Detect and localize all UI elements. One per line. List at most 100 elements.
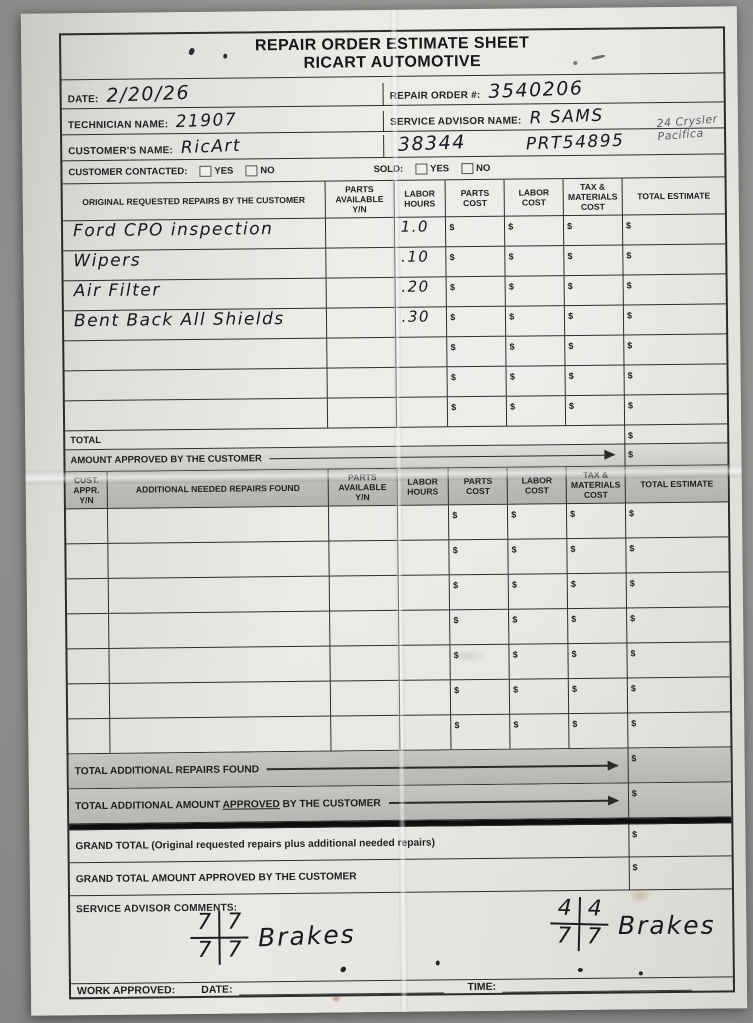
repair-handwritten-text: Bent Back All Shields: [73, 309, 285, 332]
cost-cell: $: [451, 714, 511, 750]
cost-cell: $: [567, 503, 627, 539]
sold-yes-checkbox: [415, 163, 428, 175]
header-parts-available-2: PARTS AVAILABLE Y/N: [328, 468, 398, 506]
labor-hours-cell: .10: [394, 247, 447, 277]
footer-time-label: TIME:: [467, 980, 497, 993]
dollar-sign: $: [508, 221, 514, 232]
parts-available-cell: [330, 715, 401, 751]
brake-measurement-cross: 7 7 7 7: [190, 910, 249, 966]
header-tax-materials-2: TAX & MATERIALS COST: [566, 466, 626, 504]
arrow-line: [269, 454, 615, 460]
dollar-sign: $: [568, 371, 574, 382]
stock-number-handwritten: 38344: [397, 131, 467, 156]
sold-no-checkbox: [461, 162, 474, 174]
cust-appr-cell: [66, 578, 110, 614]
cost-cell: $: [626, 502, 728, 537]
dollar-sign: $: [570, 508, 576, 520]
dollar-sign: $: [510, 401, 516, 412]
cost-cell: $: [627, 642, 729, 677]
cost-cell: $: [506, 336, 566, 366]
contacted-yes-label: YES: [214, 165, 234, 177]
header-labor-hours: LABOR HOURS: [394, 180, 447, 217]
header-total-estimate-2: TOTAL ESTIMATE: [640, 478, 714, 490]
dollar-sign: $: [449, 222, 455, 233]
service-advisor-comments-section: SERVICE ADVISOR COMMENTS: 7 7 7 7 Brakes…: [70, 889, 733, 985]
dollar-sign: $: [512, 649, 518, 660]
additional-repair-description-cell: [110, 716, 332, 753]
header-cust-appr: CUST. APPR. Y/N: [65, 471, 109, 509]
dollar-sign: $: [450, 312, 456, 323]
ink-speck: [339, 965, 348, 974]
dollar-sign: $: [629, 543, 635, 554]
brakes-word: Brakes: [617, 910, 716, 940]
dollar-sign: $: [567, 251, 573, 262]
dollar-sign: $: [626, 250, 632, 261]
labor-hours-cell: [399, 715, 452, 750]
total-additional-approved-label: TOTAL ADDITIONAL AMOUNT APPROVED BY THE …: [75, 797, 381, 812]
cost-cell: $: [447, 306, 507, 337]
header-original-repairs: ORIGINAL REQUESTED REPAIRS BY THE CUSTOM…: [62, 181, 326, 221]
cost-cell: $: [567, 573, 628, 609]
footer-date-label: DATE:: [201, 983, 233, 996]
form-title-line2: RICART AUTOMOTIVE: [303, 52, 482, 72]
ink-speck: [638, 971, 643, 976]
found-dollar-sign: $: [631, 753, 637, 764]
additional-repair-description-cell: [108, 541, 330, 578]
customer-label: CUSTOMER'S NAME:: [68, 145, 174, 158]
parts-available-cell: [329, 575, 399, 611]
parts-available-cell: [326, 247, 396, 278]
parts-available-cell: [327, 367, 397, 398]
dollar-sign: $: [630, 648, 636, 659]
contacted-yes-checkbox: [199, 165, 212, 177]
pencil-smudge: [591, 54, 606, 61]
sold-label: SOLD:: [373, 163, 404, 175]
cost-cell: $: [568, 643, 628, 679]
dollar-sign: $: [509, 371, 515, 382]
total-additional-approved-row: TOTAL ADDITIONAL AMOUNT APPROVED BY THE …: [68, 782, 732, 825]
labor-hours-cell: .20: [395, 277, 448, 307]
cost-cell: $: [628, 712, 730, 747]
date-label: DATE:: [67, 93, 99, 106]
labor-hours-handwritten: .10: [400, 247, 430, 266]
cost-cell: $: [627, 607, 729, 642]
repair-handwritten-text: Ford CPO inspection: [72, 219, 274, 242]
cost-cell: $: [506, 366, 566, 396]
repair-description-cell: [64, 338, 328, 371]
pen-mark: [223, 53, 228, 59]
sold-no-label: NO: [476, 162, 491, 174]
cost-cell: $: [623, 214, 725, 244]
pencil-vehicle-note: 24 Crysler Pacifica: [656, 112, 719, 143]
cost-cell: $: [509, 679, 570, 714]
cost-cell: $: [449, 504, 509, 540]
additional-repair-description-cell: [109, 646, 331, 683]
dollar-sign: $: [570, 543, 576, 555]
cost-cell: $: [628, 677, 730, 712]
date-signature-line: [238, 980, 444, 996]
arrow-line: [267, 764, 618, 771]
header-parts-cost-2: PARTS COST: [448, 467, 509, 505]
sold-yes-label: YES: [430, 162, 450, 174]
cost-cell: $: [623, 244, 725, 274]
contacted-no-label: NO: [260, 164, 275, 176]
dollar-sign: $: [512, 684, 519, 695]
contacted-no-checkbox: [245, 164, 258, 176]
dollar-sign: $: [571, 683, 578, 695]
parts-available-cell: [326, 307, 396, 338]
cust-appr-cell: [68, 718, 111, 754]
dollar-sign: $: [626, 310, 633, 321]
cost-cell: $: [505, 216, 565, 246]
dollar-sign: $: [568, 311, 574, 322]
dollar-sign: $: [451, 402, 457, 413]
dollar-sign: $: [630, 683, 636, 694]
dollar-sign: $: [628, 508, 635, 519]
repair-handwritten-text: Wipers: [73, 250, 142, 272]
dollar-sign: $: [454, 685, 460, 696]
dollar-sign: $: [625, 220, 632, 231]
cost-cell: $: [565, 335, 625, 366]
cost-cell: $: [565, 365, 625, 396]
labor-hours-cell: 1.0: [394, 217, 447, 247]
pen-mark: [187, 47, 196, 56]
labor-hours-cell: [398, 610, 451, 645]
cost-cell: $: [509, 609, 569, 644]
dollar-sign: $: [449, 252, 455, 263]
